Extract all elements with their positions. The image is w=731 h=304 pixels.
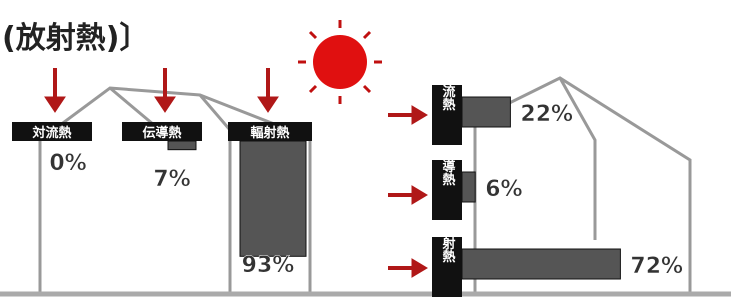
infographic: (放射熱)〕 対流熱 0% 伝導熱 7% 輻射熱 93% 対流熱 22% 伝導熱 6% 輻射熱 72% [0,0,731,304]
value-label: 0% [49,151,86,176]
value-label: 7% [153,167,190,192]
bar [240,141,306,256]
title: (放射熱)〕 [2,21,149,56]
label: 輻射熱 [250,125,289,141]
value-label: 22% [520,102,573,127]
bar [462,97,510,127]
value-label: 6% [485,177,522,202]
bar [168,141,196,150]
label: 対流熱 [31,125,71,141]
decor [0,20,731,295]
bar [462,249,620,279]
label: 対流熱 [440,71,457,112]
label: 伝導熱 [142,125,181,141]
label: 伝導熱 [440,146,456,187]
value-label: 93% [242,253,295,278]
value-label: 72% [630,254,683,279]
bar [462,172,475,202]
label: 輻射熱 [440,223,457,264]
